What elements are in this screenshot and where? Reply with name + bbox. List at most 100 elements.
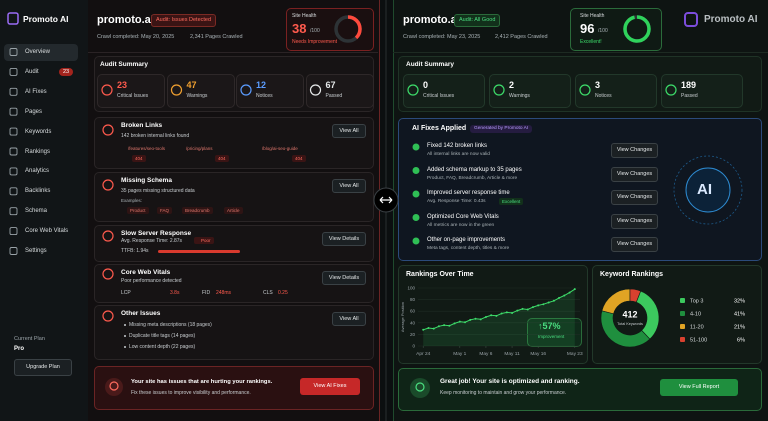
button[interactable]: View Changes xyxy=(611,213,658,229)
nav-item[interactable]: Settings xyxy=(25,248,47,254)
health-max: /100 xyxy=(310,28,320,34)
fix-detail: Avg. Response Time: 0.43s xyxy=(427,199,486,204)
health-max: /100 xyxy=(598,28,608,34)
fix-detail: All metrics are now in the green xyxy=(427,222,495,228)
stat-label: Notices xyxy=(595,93,612,99)
stat-value: 67 xyxy=(325,80,336,90)
nav-item[interactable]: Audit xyxy=(25,68,39,75)
metric-name: LCP xyxy=(121,290,131,296)
button[interactable]: View All xyxy=(332,312,366,326)
issue-detail: Poor performance detected xyxy=(121,278,182,284)
button[interactable]: View Changes xyxy=(611,237,658,252)
button[interactable]: View AI Fixes xyxy=(300,378,360,395)
stat-label: Passed xyxy=(325,93,343,99)
schema-tag: Article xyxy=(224,207,243,215)
nav-item[interactable]: Keywords xyxy=(25,128,52,135)
button[interactable]: View Changes xyxy=(611,190,658,205)
issue-item: Low content depth (22 pages) xyxy=(129,344,196,350)
fix-title: Other on-page improvements xyxy=(427,237,506,243)
health-status: Excellent! xyxy=(580,39,602,45)
button[interactable]: View All xyxy=(332,124,366,138)
nav-item[interactable]: AI Fixes xyxy=(25,88,47,95)
crawl-date: Crawl completed: May 20, 2025 xyxy=(97,34,175,40)
fix-title: Fixed 142 broken links xyxy=(427,143,488,149)
stat-card xyxy=(305,74,374,108)
metric-value: 248ms xyxy=(216,290,232,296)
bullet xyxy=(124,335,126,337)
issue-item: Duplicate title tags (14 pages) xyxy=(129,333,196,339)
issue-title: Broken Links xyxy=(121,122,163,129)
speed-badge: Poor xyxy=(194,237,214,245)
button[interactable]: View Changes xyxy=(611,143,658,158)
health-label: Site Health xyxy=(292,13,317,19)
stat-value: 2 xyxy=(509,80,515,90)
stat-label: Passed xyxy=(681,93,698,99)
stat-value: 3 xyxy=(595,80,601,90)
metric-name: FID xyxy=(202,290,211,296)
pages-crawled: 2,412 Pages Crawled xyxy=(495,34,548,40)
issue-item: Missing meta descriptions (18 pages) xyxy=(129,322,212,328)
chart-title: Rankings Over Time xyxy=(406,271,474,278)
divider xyxy=(88,52,378,53)
pages-crawled: 2,341 Pages Crawled xyxy=(190,34,243,40)
toggle-arrow xyxy=(379,196,393,204)
button[interactable]: View Changes xyxy=(611,166,658,182)
broken-url: /pricing/plans xyxy=(186,146,213,151)
button[interactable]: View All xyxy=(332,179,366,193)
bullet xyxy=(124,324,126,326)
nav-badge: 23 xyxy=(59,67,74,77)
fix-title: Improved server response time xyxy=(427,190,510,196)
nav-item[interactable]: Schema xyxy=(25,208,48,215)
section-title: Audit Summary xyxy=(406,61,455,68)
issue-title: Missing Schema xyxy=(121,177,172,184)
stat-card xyxy=(236,74,304,108)
nav-item[interactable]: Overview xyxy=(25,49,51,55)
banner-title: Great job! Your site is optimized and ra… xyxy=(440,378,580,385)
brand: Promoto AI xyxy=(704,14,758,25)
metric-value: 0.25 xyxy=(278,290,288,296)
button[interactable]: View Details xyxy=(322,271,366,285)
nav-item[interactable]: Rankings xyxy=(25,148,51,155)
bullet xyxy=(124,346,126,348)
issue-title: Core Web Vitals xyxy=(121,269,171,276)
button[interactable]: View Details xyxy=(322,232,366,246)
banner-text: Keep monitoring to maintain and grow you… xyxy=(440,390,567,396)
nav-item[interactable]: Core Web Vitals xyxy=(25,228,69,235)
schema-tag: Breadcrumb xyxy=(182,207,213,215)
issue-detail: 142 broken internal links found xyxy=(121,133,190,139)
health-label: Site Health xyxy=(580,13,605,19)
nav-active xyxy=(4,44,78,61)
stat-card xyxy=(489,74,571,108)
schema-tag: Product xyxy=(127,207,149,215)
health-score: 38 xyxy=(292,21,307,36)
schema-tag: FAQ xyxy=(157,207,173,215)
issue-title: Slow Server Response xyxy=(121,230,192,237)
chart-title: Keyword Rankings xyxy=(600,271,664,278)
issue-title: Other Issues xyxy=(121,310,161,317)
fix-detail: Product, FAQ, Breadcrumb, Article & more xyxy=(427,175,518,181)
stat-value: 12 xyxy=(256,80,267,90)
stat-value: 189 xyxy=(681,80,697,90)
stat-card xyxy=(403,74,485,108)
health-status: Needs Improvement xyxy=(292,39,338,45)
fix-title: Optimized Core Web Vitals xyxy=(427,213,499,220)
banner-text: Fix these issues to improve visibility a… xyxy=(131,390,251,396)
ai-illustration: AI xyxy=(697,181,712,198)
health-score: 96 xyxy=(580,21,595,36)
examples-label: Examples: xyxy=(121,198,143,203)
nav-item[interactable]: Analytics xyxy=(25,168,50,175)
section-title: AI Fixes Applied xyxy=(412,125,467,132)
button[interactable]: Upgrade Plan xyxy=(14,359,72,376)
stat-label: Warnings xyxy=(186,93,208,99)
nav-item[interactable]: Backlinks xyxy=(25,188,51,195)
fix-badge: Excellent xyxy=(499,198,524,206)
improvement-label: Improvement xyxy=(538,334,565,339)
nav-item[interactable]: Pages xyxy=(25,108,43,115)
site-name: promoto.ai xyxy=(403,14,460,26)
button[interactable]: View Full Report xyxy=(660,379,738,396)
stat-value: 23 xyxy=(117,80,128,90)
brand: Promoto AI xyxy=(23,14,69,24)
audit-status: Audit: Issues Detected xyxy=(151,14,217,27)
banner xyxy=(398,368,762,411)
